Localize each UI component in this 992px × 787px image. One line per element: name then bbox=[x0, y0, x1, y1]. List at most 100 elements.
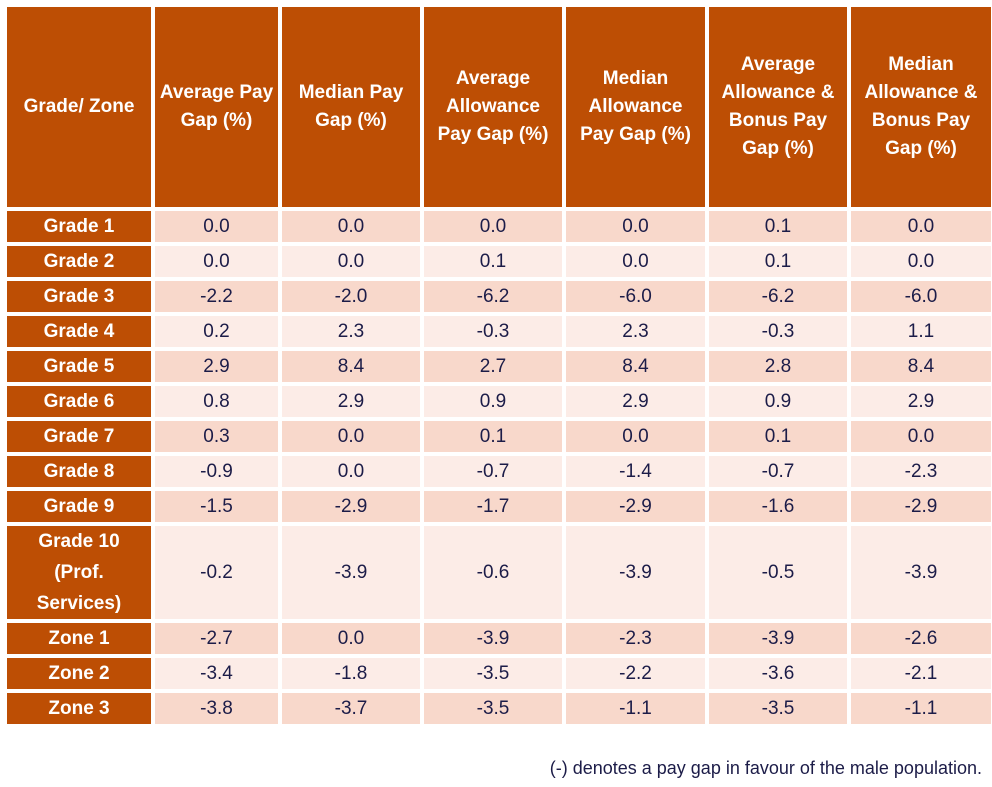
table-row: Zone 2 -3.4 -1.8 -3.5 -2.2 -3.6 -2.1 bbox=[7, 658, 991, 689]
row-label: Zone 2 bbox=[7, 658, 151, 689]
table-cell: 0.0 bbox=[566, 421, 705, 452]
table-row: Grade 3 -2.2 -2.0 -6.2 -6.0 -6.2 -6.0 bbox=[7, 281, 991, 312]
table-cell: 2.3 bbox=[566, 316, 705, 347]
table-cell: 0.1 bbox=[709, 211, 847, 242]
header-average-allowance-pay-gap: Average Allowance Pay Gap (%) bbox=[424, 7, 562, 207]
table-row: Grade 2 0.0 0.0 0.1 0.0 0.1 0.0 bbox=[7, 246, 991, 277]
pay-gap-table-wrapper: Grade/ Zone Average Pay Gap (%) Median P… bbox=[3, 3, 992, 728]
table-cell: 0.0 bbox=[566, 211, 705, 242]
table-cell: -2.9 bbox=[282, 491, 420, 522]
table-cell: -3.9 bbox=[424, 623, 562, 654]
table-cell: 0.0 bbox=[282, 246, 420, 277]
pay-gap-table: Grade/ Zone Average Pay Gap (%) Median P… bbox=[3, 3, 992, 728]
table-cell: 0.0 bbox=[851, 421, 991, 452]
table-cell: -1.5 bbox=[155, 491, 278, 522]
table-cell: 2.9 bbox=[566, 386, 705, 417]
table-cell: -1.1 bbox=[851, 693, 991, 724]
table-cell: -2.9 bbox=[851, 491, 991, 522]
table-row: Grade 1 0.0 0.0 0.0 0.0 0.1 0.0 bbox=[7, 211, 991, 242]
table-cell: 0.2 bbox=[155, 316, 278, 347]
table-row: Grade 10 (Prof. Services) -0.2 -3.9 -0.6 -3.… bbox=[7, 526, 991, 619]
table-cell: 0.1 bbox=[709, 421, 847, 452]
row-label: Grade 10 (Prof. Services) bbox=[7, 526, 151, 619]
table-cell: 8.4 bbox=[851, 351, 991, 382]
table-cell: -3.8 bbox=[155, 693, 278, 724]
table-cell: 0.0 bbox=[282, 456, 420, 487]
table-cell: 0.0 bbox=[566, 246, 705, 277]
table-row: Zone 3 -3.8 -3.7 -3.5 -1.1 -3.5 -1.1 bbox=[7, 693, 991, 724]
row-label: Grade 8 bbox=[7, 456, 151, 487]
table-cell: 0.1 bbox=[424, 246, 562, 277]
table-cell: -1.7 bbox=[424, 491, 562, 522]
table-cell: 0.9 bbox=[424, 386, 562, 417]
table-row: Zone 1 -2.7 0.0 -3.9 -2.3 -3.9 -2.6 bbox=[7, 623, 991, 654]
table-cell: -2.3 bbox=[566, 623, 705, 654]
table-cell: -3.9 bbox=[709, 623, 847, 654]
table-cell: -2.3 bbox=[851, 456, 991, 487]
row-label: Zone 3 bbox=[7, 693, 151, 724]
table-cell: -0.3 bbox=[709, 316, 847, 347]
table-cell: 2.9 bbox=[851, 386, 991, 417]
table-cell: -0.5 bbox=[709, 526, 847, 619]
table-cell: 0.9 bbox=[709, 386, 847, 417]
row-label: Grade 9 bbox=[7, 491, 151, 522]
table-cell: 8.4 bbox=[566, 351, 705, 382]
table-cell: -6.0 bbox=[566, 281, 705, 312]
table-cell: -3.5 bbox=[424, 693, 562, 724]
table-cell: -3.7 bbox=[282, 693, 420, 724]
table-cell: -0.9 bbox=[155, 456, 278, 487]
table-row: Grade 8 -0.9 0.0 -0.7 -1.4 -0.7 -2.3 bbox=[7, 456, 991, 487]
table-cell: -3.9 bbox=[282, 526, 420, 619]
table-row: Grade 9 -1.5 -2.9 -1.7 -2.9 -1.6 -2.9 bbox=[7, 491, 991, 522]
header-median-allowance-pay-gap: Median Allowance Pay Gap (%) bbox=[566, 7, 705, 207]
row-label: Grade 2 bbox=[7, 246, 151, 277]
table-cell: 0.0 bbox=[155, 211, 278, 242]
table-row: Grade 6 0.8 2.9 0.9 2.9 0.9 2.9 bbox=[7, 386, 991, 417]
table-cell: -0.2 bbox=[155, 526, 278, 619]
table-cell: -6.2 bbox=[709, 281, 847, 312]
table-cell: 0.1 bbox=[709, 246, 847, 277]
table-cell: -1.4 bbox=[566, 456, 705, 487]
table-cell: 2.9 bbox=[155, 351, 278, 382]
table-cell: -3.5 bbox=[424, 658, 562, 689]
table-cell: 0.0 bbox=[851, 246, 991, 277]
row-label: Grade 3 bbox=[7, 281, 151, 312]
table-cell: 8.4 bbox=[282, 351, 420, 382]
table-row: Grade 4 0.2 2.3 -0.3 2.3 -0.3 1.1 bbox=[7, 316, 991, 347]
header-row: Grade/ Zone Average Pay Gap (%) Median P… bbox=[7, 7, 991, 207]
table-cell: -2.2 bbox=[566, 658, 705, 689]
table-cell: 2.9 bbox=[282, 386, 420, 417]
footnote: (-) denotes a pay gap in favour of the m… bbox=[549, 758, 982, 778]
header-median-allowance-bonus-pay-gap: Median Allowance & Bonus Pay Gap (%) bbox=[851, 7, 991, 207]
table-cell: 0.0 bbox=[282, 421, 420, 452]
table-cell: -3.4 bbox=[155, 658, 278, 689]
table-cell: -3.9 bbox=[851, 526, 991, 619]
table-cell: -6.2 bbox=[424, 281, 562, 312]
table-cell: -1.6 bbox=[709, 491, 847, 522]
table-cell: 0.0 bbox=[851, 211, 991, 242]
table-cell: 1.1 bbox=[851, 316, 991, 347]
table-cell: 0.0 bbox=[155, 246, 278, 277]
row-label: Grade 5 bbox=[7, 351, 151, 382]
table-cell: -1.8 bbox=[282, 658, 420, 689]
row-label: Zone 1 bbox=[7, 623, 151, 654]
table-row: Grade 7 0.3 0.0 0.1 0.0 0.1 0.0 bbox=[7, 421, 991, 452]
table-cell: 2.8 bbox=[709, 351, 847, 382]
table-cell: -3.9 bbox=[566, 526, 705, 619]
table-cell: 0.3 bbox=[155, 421, 278, 452]
header-average-pay-gap: Average Pay Gap (%) bbox=[155, 7, 278, 207]
table-cell: 0.1 bbox=[424, 421, 562, 452]
table-cell: -0.3 bbox=[424, 316, 562, 347]
table-cell: 2.7 bbox=[424, 351, 562, 382]
table-cell: 0.0 bbox=[282, 211, 420, 242]
table-row: Grade 5 2.9 8.4 2.7 8.4 2.8 8.4 bbox=[7, 351, 991, 382]
table-cell: -2.7 bbox=[155, 623, 278, 654]
row-label: Grade 4 bbox=[7, 316, 151, 347]
table-cell: 0.0 bbox=[282, 623, 420, 654]
row-label: Grade 7 bbox=[7, 421, 151, 452]
table-cell: -3.6 bbox=[709, 658, 847, 689]
table-cell: -0.7 bbox=[709, 456, 847, 487]
table-cell: -0.7 bbox=[424, 456, 562, 487]
table-cell: 0.8 bbox=[155, 386, 278, 417]
header-grade-zone: Grade/ Zone bbox=[7, 7, 151, 207]
